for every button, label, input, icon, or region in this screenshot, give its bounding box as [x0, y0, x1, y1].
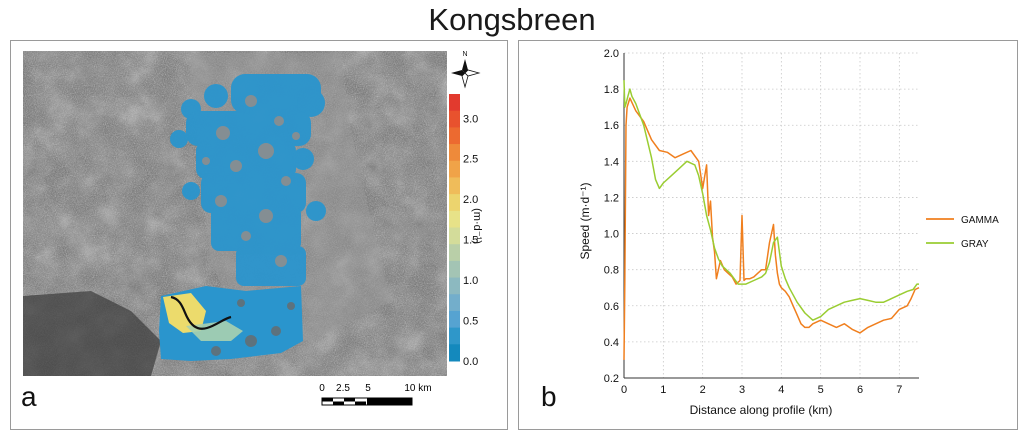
scale-bar: 0 2.5 5 10 km	[319, 383, 432, 406]
series-line-gamma	[623, 97, 920, 360]
colorbar-swatch	[449, 227, 460, 245]
legend-label-gray: GRAY	[961, 239, 989, 250]
x-tick-label: 6	[857, 384, 863, 396]
y-tick-label: 1.4	[604, 156, 619, 168]
y-tick-label: 0.6	[604, 301, 619, 313]
chart-series	[623, 80, 920, 360]
colorbar-swatch	[449, 327, 460, 345]
scale-label-10km: 10 km	[404, 383, 431, 394]
y-tick-label: 0.2	[604, 373, 619, 385]
x-tick-label: 2	[700, 384, 706, 396]
colorbar-swatch	[449, 94, 460, 112]
y-tick-label: 1.8	[604, 84, 619, 96]
x-tick-label: 7	[896, 384, 902, 396]
compass-north-label: N	[462, 51, 467, 58]
colorbar-tick-label: 0.5	[463, 316, 478, 328]
colorbar-swatch	[449, 160, 460, 178]
colorbar-swatch	[449, 260, 460, 279]
panel-b-letter: b	[541, 381, 557, 412]
scale-label-2-5: 2.5	[336, 383, 350, 394]
chart-grid	[623, 52, 919, 379]
x-tick-label: 5	[818, 384, 824, 396]
map-figure: N 3.0 2.5 2.0 1.5 1.0 0.5 0.0 (m·d⁻¹) 0 2.5 5 …	[23, 51, 483, 406]
colorbar-tick-label: 0.0	[463, 356, 478, 368]
x-axis-label: Distance along profile (km)	[690, 403, 833, 417]
colorbar-swatch	[449, 210, 460, 228]
x-tick-label: 4	[778, 384, 784, 396]
colorbar-tick-label: 2.5	[463, 154, 478, 166]
velocity-overlay	[159, 74, 326, 361]
profile-line	[170, 295, 232, 330]
colorbar-swatch	[449, 177, 460, 195]
y-tick-label: 1.2	[604, 192, 619, 204]
y-tick-label: 0.4	[604, 337, 619, 349]
colorbar-tick-label: 2.0	[463, 194, 478, 206]
colorbar-swatch	[449, 277, 460, 295]
y-axis-label: Speed (m·d⁻¹)	[578, 182, 592, 259]
panel-b-chart: 0 1 2 3 4 5 6 7 0.2 0.4 0.6 0.8 1.0 1.2 1.4 1.6 1.8 2.0 G…	[518, 40, 1018, 430]
colorbar-tick-label: 3.0	[463, 113, 478, 125]
y-tick-label: 0.8	[604, 265, 619, 277]
scale-label-0: 0	[319, 383, 325, 394]
colorbar-tick-label: 1.0	[463, 275, 478, 287]
x-tick-label: 0	[621, 384, 627, 396]
legend-label-gamma: GAMMA	[961, 215, 999, 226]
colorbar-swatch	[449, 310, 460, 329]
scale-label-5: 5	[365, 383, 371, 394]
y-tick-label: 1.6	[604, 120, 619, 132]
colorbar-swatch	[449, 194, 460, 212]
colorbar-unit-label: (m·d⁻¹)	[471, 208, 483, 244]
panel-a-letter: a	[21, 381, 37, 412]
colorbar-swatch	[449, 127, 460, 145]
panel-a-map: N 3.0 2.5 2.0 1.5 1.0 0.5 0.0 (m·d⁻¹) 0 2.5 5 …	[10, 40, 508, 430]
speed-profile-chart: 0 1 2 3 4 5 6 7 0.2 0.4 0.6 0.8 1.0 1.2 1.4 1.6 1.8 2.0 G…	[578, 48, 999, 417]
x-tick-label: 1	[660, 384, 666, 396]
chart-legend: GAMMA GRAY	[926, 215, 999, 250]
figure-title: Kongsbreen	[428, 2, 596, 37]
colorbar-swatch	[449, 144, 460, 162]
y-tick-label: 2.0	[604, 48, 619, 60]
colorbar-tick-label: 1.5	[463, 235, 478, 247]
colorbar-swatch	[449, 110, 460, 128]
colorbar-swatch	[449, 294, 460, 312]
chart-axes: 0 1 2 3 4 5 6 7 0.2 0.4 0.6 0.8 1.0 1.2 1.4 1.6 1.8 2.0	[604, 48, 919, 396]
colorbar-swatch	[449, 244, 460, 262]
colorbar-swatch	[449, 344, 460, 362]
x-tick-label: 3	[739, 384, 745, 396]
colorbar: 3.0 2.5 2.0 1.5 1.0 0.5 0.0	[449, 94, 478, 368]
north-arrow-icon: N	[451, 51, 481, 89]
y-tick-label: 1.0	[604, 229, 619, 241]
series-line-gray	[623, 80, 919, 321]
